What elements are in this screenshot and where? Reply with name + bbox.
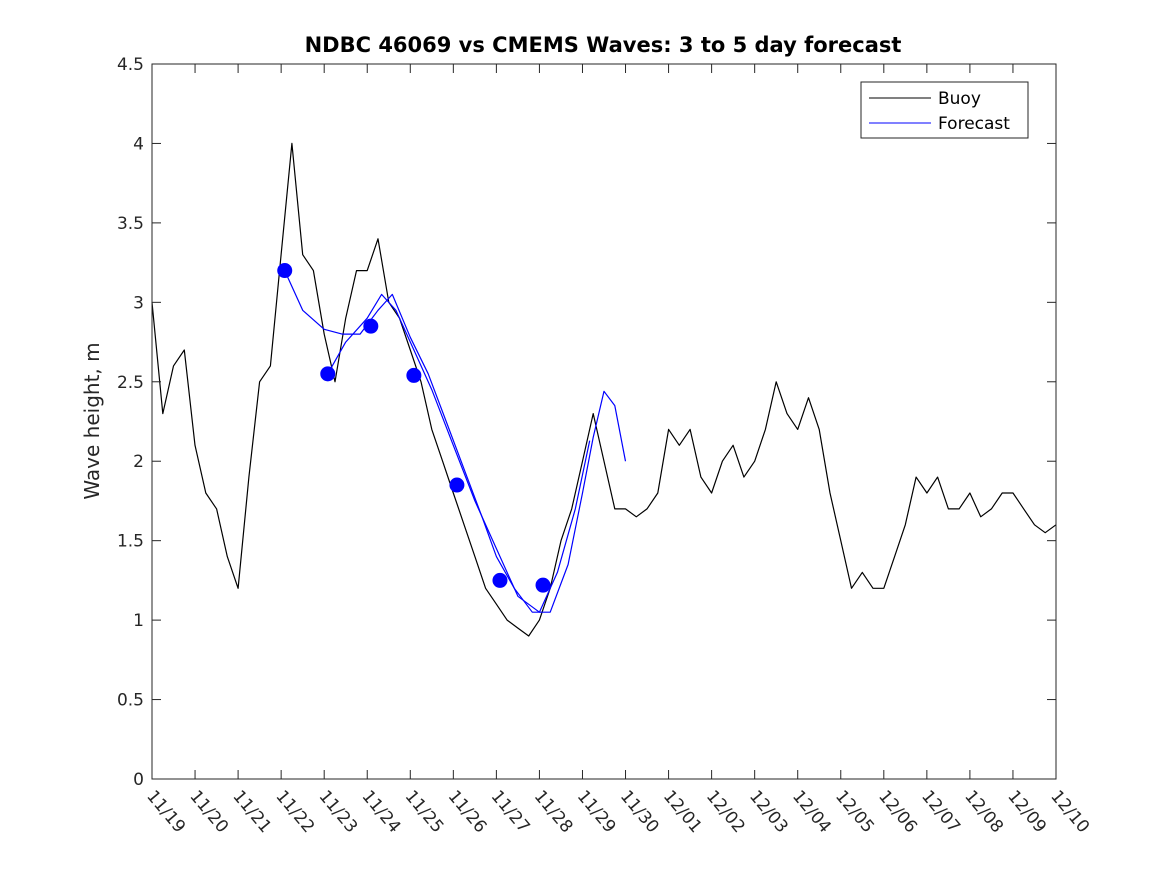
plot-area <box>152 64 1056 779</box>
y-tick-label: 3.5 <box>117 214 144 234</box>
axis-ticks <box>151 63 1057 780</box>
forecast-marker <box>277 263 293 279</box>
forecast-marker <box>535 577 551 593</box>
forecast-series-line <box>327 293 591 613</box>
y-axis-label: Wave height, m <box>80 342 104 499</box>
series-layer <box>151 142 1057 637</box>
y-tick-label: 0.5 <box>117 691 144 711</box>
forecast-marker <box>320 366 336 382</box>
legend: Buoy Forecast <box>860 81 1029 139</box>
forecast-marker <box>449 477 465 493</box>
forecast-marker <box>363 318 379 334</box>
y-tick-label: 2 <box>133 452 144 472</box>
y-tick-label: 2.5 <box>117 373 144 393</box>
chart-title: NDBC 46069 vs CMEMS Waves: 3 to 5 day fo… <box>305 33 902 57</box>
legend-box <box>860 81 1029 139</box>
plot-frame <box>151 63 1057 780</box>
forecast-marker <box>406 367 422 383</box>
legend-label-forecast: Forecast <box>938 114 1010 134</box>
y-tick-label: 1.5 <box>117 532 144 552</box>
y-tick-label: 0 <box>133 770 144 790</box>
y-tick-label: 3 <box>133 293 144 313</box>
legend-label-buoy: Buoy <box>938 89 981 109</box>
y-tick-label: 1 <box>133 611 144 631</box>
forecast-series-line <box>284 270 627 613</box>
y-tick-label: 4 <box>133 134 144 154</box>
forecast-marker <box>492 572 508 588</box>
y-tick-label: 4.5 <box>117 55 144 75</box>
y-tick-labels: 0 0.5 1 1.5 2 2.5 3 3.5 4 4.5 <box>117 55 144 790</box>
buoy-series-line <box>151 142 1057 637</box>
